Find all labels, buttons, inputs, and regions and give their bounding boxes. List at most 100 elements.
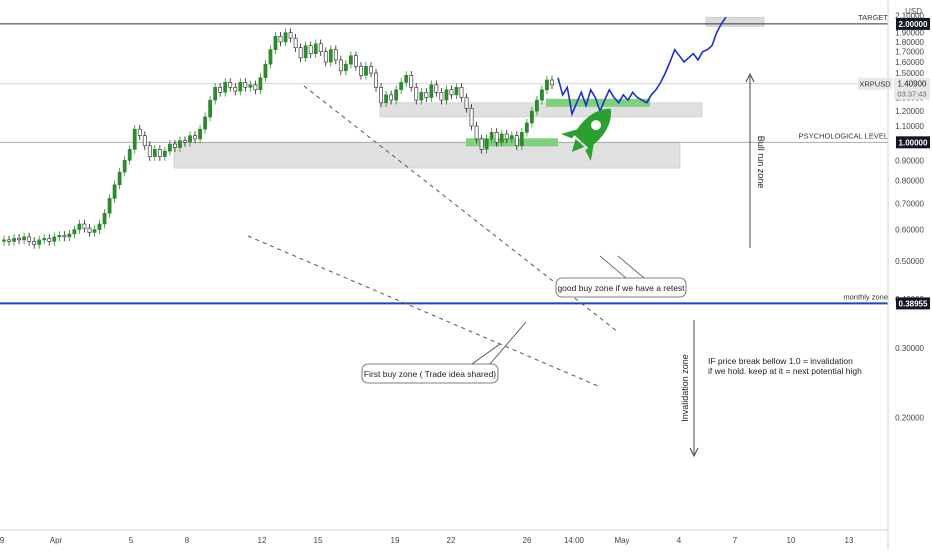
wedge-lower-trendline xyxy=(247,235,599,387)
candle-body xyxy=(57,235,62,238)
price-tick-label: 1.50000 xyxy=(895,69,924,78)
candle-body xyxy=(152,148,157,157)
price-tick-label: 0.80000 xyxy=(895,176,924,185)
candle-body xyxy=(529,110,534,124)
candle-body xyxy=(474,125,479,140)
candle-body xyxy=(62,235,67,238)
candle-body xyxy=(67,233,72,238)
candle-body xyxy=(535,99,539,112)
candle-body xyxy=(238,82,243,92)
candle-body xyxy=(27,236,32,242)
candle-body xyxy=(263,63,268,78)
bull-run-arrow-head xyxy=(745,72,755,83)
price-tick-label: 0.60000 xyxy=(895,226,924,235)
candle-body xyxy=(7,239,11,242)
candle-body xyxy=(308,45,313,54)
time-tick-label: Apr xyxy=(50,536,63,545)
candle-body xyxy=(198,128,202,140)
candle-body xyxy=(193,135,197,140)
candle-body xyxy=(318,43,323,52)
candle-body xyxy=(178,140,182,148)
time-tick-label: 4 xyxy=(677,536,682,545)
candle-body xyxy=(213,86,218,101)
candle-body xyxy=(494,132,499,143)
candle-body xyxy=(22,236,27,241)
candle-body xyxy=(273,35,278,50)
candle-body xyxy=(2,239,6,242)
target-price-tag-text: 2.00000 xyxy=(899,20,928,29)
price-tick-label: 1.10000 xyxy=(895,122,924,131)
candle-body xyxy=(157,148,162,157)
time-tick-label: May xyxy=(614,536,629,545)
candle-body xyxy=(328,49,333,63)
retest-buy-marker xyxy=(546,98,650,107)
candle-body xyxy=(77,223,82,230)
time-axis-ticks: 9 Apr 5 8 12 15 19 22 26 14:00 May 4 7 10 13 xyxy=(0,536,854,545)
candle-body xyxy=(82,223,87,229)
candle-body xyxy=(162,150,167,157)
time-tick-label: 13 xyxy=(845,536,854,545)
candle-body xyxy=(233,86,238,92)
candle-body xyxy=(132,128,137,150)
candle-body xyxy=(459,86,464,98)
price-tick-label: 1.90000 xyxy=(895,29,924,38)
candle-body xyxy=(147,145,152,157)
candle-body xyxy=(142,135,147,147)
candle-body xyxy=(188,135,192,143)
candle-body xyxy=(348,55,353,65)
candle-body xyxy=(424,92,429,98)
candle-body xyxy=(444,89,449,101)
candle-body xyxy=(42,238,47,241)
retest-callout: good buy zone if we have a retest xyxy=(555,255,687,298)
candle-body xyxy=(107,198,112,214)
candle-body xyxy=(374,72,378,88)
first-buy-callout: First buy zone ( Trade idea shared) xyxy=(361,321,527,384)
candle-body xyxy=(479,138,484,150)
candle-body xyxy=(278,35,283,43)
target-zone xyxy=(705,16,765,27)
last-price-text: 1.40900 xyxy=(898,80,927,89)
candle-body xyxy=(102,213,107,225)
candle-body xyxy=(112,184,117,199)
candle-body xyxy=(359,66,363,76)
candle-body xyxy=(454,86,459,96)
invalidation-note-line1: IF price break bellow 1.0 = invalidation xyxy=(708,356,853,366)
price-tick-label: 0.70000 xyxy=(895,199,924,208)
price-tick-label: 1.80000 xyxy=(895,38,924,47)
price-tick-label: 0.20000 xyxy=(895,413,924,422)
last-price-tag: XRPUSD 1.40900 03:37:43 xyxy=(858,77,930,100)
candle-body xyxy=(228,82,233,88)
candle-body xyxy=(203,116,208,130)
wedge-upper-trendline xyxy=(303,85,619,333)
candle-body xyxy=(409,75,414,88)
candle-body xyxy=(414,86,419,101)
candle-body xyxy=(268,49,273,65)
candle-body xyxy=(283,32,288,43)
candle-body xyxy=(52,236,57,242)
monthly-price-tag-text: 0.38955 xyxy=(899,299,928,308)
psychological-price-tag-text: 1.00000 xyxy=(899,138,928,147)
candle-body xyxy=(183,140,187,143)
psychological-level-label: PSYCHOLOGICAL LEVEL xyxy=(799,131,888,140)
candle-body xyxy=(243,82,248,88)
candle-body xyxy=(429,84,434,98)
first-buy-label: First buy zone ( Trade idea shared) xyxy=(364,369,496,379)
candle-body xyxy=(464,97,469,109)
candles-group xyxy=(2,28,554,249)
price-tick-label: 0.90000 xyxy=(895,156,924,165)
time-tick-label: 7 xyxy=(733,536,738,545)
time-tick-label: 22 xyxy=(447,536,456,545)
time-tick-label: 9 xyxy=(0,536,5,545)
price-tick-label: 1.70000 xyxy=(895,48,924,57)
countdown-text: 03:37:43 xyxy=(897,90,926,99)
candle-body xyxy=(389,94,394,101)
first-buy-zone xyxy=(173,142,681,169)
target-price-tag: 2.00000 xyxy=(896,17,930,30)
candle-body xyxy=(323,51,328,63)
price-tick-label: 1.20000 xyxy=(895,107,924,116)
bull-run-zone-label: Bull run zone xyxy=(756,136,766,189)
candle-body xyxy=(354,55,358,67)
candle-body xyxy=(37,239,42,245)
